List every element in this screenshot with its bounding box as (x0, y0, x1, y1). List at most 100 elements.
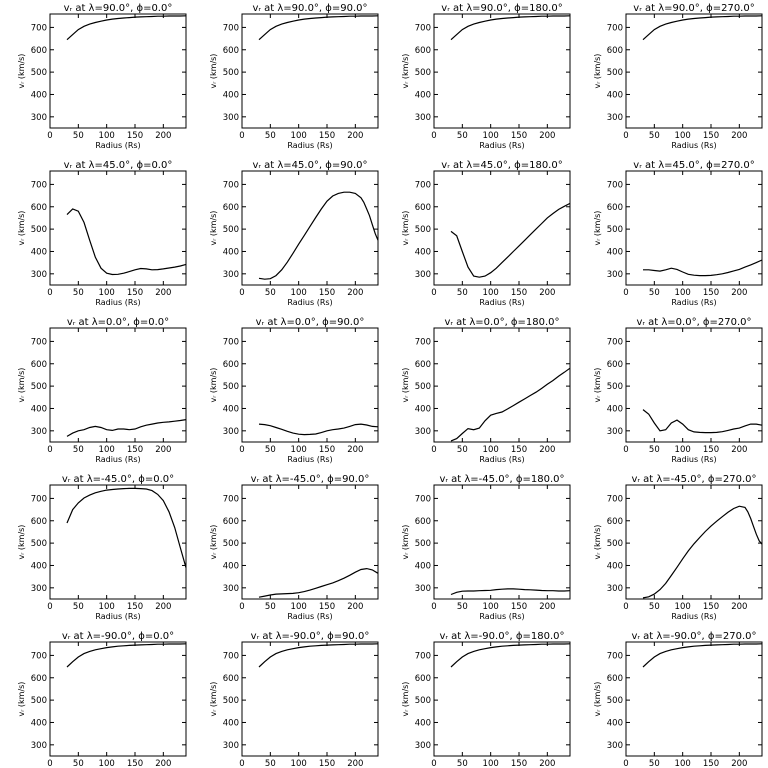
y-tick-label: 700 (415, 180, 431, 190)
y-tick-label: 500 (31, 382, 47, 392)
series-line (450, 643, 571, 668)
plot-frame (49, 13, 187, 129)
x-tick-label: 0 (431, 759, 436, 768)
y-tick-label: 400 (31, 247, 47, 257)
y-tick-label: 600 (223, 360, 239, 370)
y-tick-label: 400 (415, 247, 431, 257)
x-axis-label: Radius (Rs) (95, 455, 140, 464)
y-tick-label: 400 (607, 90, 623, 100)
subplot-title: vᵣ at λ=-90.0°, ϕ=0.0° (62, 631, 174, 642)
x-tick-label: 150 (511, 445, 527, 455)
y-tick-label: 600 (607, 46, 623, 56)
x-tick-label: 200 (347, 288, 363, 298)
x-tick-label: 50 (265, 445, 276, 455)
subplot-title: vᵣ at λ=45.0°, ϕ=0.0° (64, 160, 173, 171)
x-tick-label: 150 (127, 759, 143, 768)
y-tick-label: 700 (31, 180, 47, 190)
subplot-11: vᵣ at λ=0.0°, ϕ=180.0° 0 50 100 150 200 300 400… (401, 317, 571, 464)
y-axis-label: vᵣ (km/s) (593, 525, 602, 560)
x-tick-label: 50 (457, 445, 468, 455)
x-axis-label: Radius (Rs) (479, 455, 524, 464)
subplot-title: vᵣ at λ=-90.0°, ϕ=270.0° (631, 631, 756, 642)
x-tick-label: 200 (347, 602, 363, 612)
x-tick-label: 0 (239, 288, 244, 298)
y-tick-label: 300 (607, 741, 623, 751)
x-tick-label: 0 (47, 759, 52, 768)
plot-frame (433, 327, 571, 443)
series-line (66, 15, 187, 41)
x-tick-label: 150 (511, 602, 527, 612)
x-tick-label: 100 (483, 445, 499, 455)
y-tick-label: 300 (31, 270, 47, 280)
y-tick-label: 500 (607, 696, 623, 706)
x-tick-label: 100 (483, 759, 499, 768)
plot-frame (241, 327, 379, 443)
y-tick-label: 300 (415, 113, 431, 123)
subplot-8: vᵣ at λ=45.0°, ϕ=270.0° 0 50 100 150 200 300 40… (593, 160, 763, 307)
y-tick-label: 700 (607, 337, 623, 347)
subplot-title: vᵣ at λ=-45.0°, ϕ=180.0° (439, 474, 564, 485)
y-tick-label: 300 (223, 270, 239, 280)
y-tick-label: 700 (223, 23, 239, 33)
subplot-13: vᵣ at λ=-45.0°, ϕ=0.0° 0 50 100 150 200 300 400… (17, 474, 187, 621)
x-tick-label: 150 (319, 445, 335, 455)
x-tick-label: 200 (155, 288, 171, 298)
y-tick-label: 400 (31, 90, 47, 100)
y-tick-label: 300 (223, 584, 239, 594)
y-tick-label: 600 (223, 674, 239, 684)
subplot-19: vᵣ at λ=-90.0°, ϕ=180.0° 0 50 100 150 200 300 4… (401, 631, 571, 768)
x-tick-label: 0 (47, 288, 52, 298)
x-tick-label: 0 (239, 131, 244, 141)
x-tick-label: 100 (291, 602, 307, 612)
y-tick-label: 600 (607, 517, 623, 527)
y-tick-label: 500 (415, 68, 431, 78)
x-tick-label: 50 (265, 288, 276, 298)
x-tick-label: 100 (99, 288, 115, 298)
series-line (450, 15, 571, 41)
plot-frame (241, 13, 379, 129)
plot-frame (49, 484, 187, 600)
x-tick-label: 0 (431, 602, 436, 612)
x-tick-label: 200 (539, 759, 555, 768)
x-tick-label: 0 (623, 759, 628, 768)
y-tick-label: 700 (223, 651, 239, 661)
y-axis-label: vᵣ (km/s) (17, 54, 26, 89)
y-axis-label: vᵣ (km/s) (209, 368, 218, 403)
x-tick-label: 0 (47, 131, 52, 141)
x-tick-label: 100 (675, 602, 691, 612)
subplot-15: vᵣ at λ=-45.0°, ϕ=180.0° 0 50 100 150 200 300 4… (401, 474, 571, 621)
y-tick-label: 300 (607, 584, 623, 594)
subplot-9: vᵣ at λ=0.0°, ϕ=0.0° 0 50 100 150 200 300 400 50… (17, 317, 187, 464)
y-tick-label: 500 (223, 225, 239, 235)
x-tick-label: 50 (73, 759, 84, 768)
x-tick-label: 100 (675, 288, 691, 298)
y-tick-label: 300 (31, 427, 47, 437)
x-tick-label: 0 (431, 131, 436, 141)
y-tick-label: 700 (223, 494, 239, 504)
x-tick-label: 200 (731, 445, 747, 455)
y-axis-label: vᵣ (km/s) (17, 682, 26, 717)
plot-frame (49, 327, 187, 443)
y-tick-label: 400 (607, 247, 623, 257)
y-tick-label: 400 (31, 561, 47, 571)
y-tick-label: 400 (607, 561, 623, 571)
y-tick-label: 600 (31, 674, 47, 684)
y-tick-label: 500 (31, 539, 47, 549)
subplot-4: vᵣ at λ=90.0°, ϕ=270.0° 0 50 100 150 200 300 40… (593, 3, 763, 150)
plot-frame (433, 641, 571, 757)
x-tick-label: 200 (539, 602, 555, 612)
series-line (66, 419, 187, 437)
y-tick-label: 700 (607, 180, 623, 190)
series-line (642, 15, 763, 41)
x-tick-label: 150 (127, 602, 143, 612)
y-tick-label: 600 (223, 203, 239, 213)
y-tick-label: 700 (31, 23, 47, 33)
series-line (642, 643, 763, 668)
y-tick-label: 300 (223, 427, 239, 437)
series-line (258, 567, 379, 598)
x-tick-label: 50 (457, 288, 468, 298)
y-tick-label: 300 (415, 584, 431, 594)
y-tick-label: 300 (607, 427, 623, 437)
y-tick-label: 500 (223, 68, 239, 78)
series-line (66, 487, 187, 568)
